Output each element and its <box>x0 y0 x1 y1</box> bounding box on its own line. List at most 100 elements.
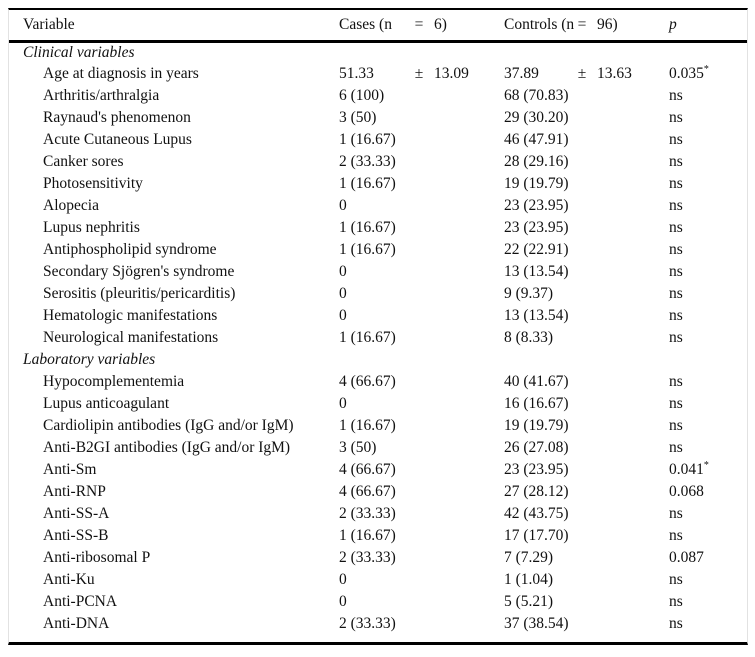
controls-sd-cell <box>597 415 669 437</box>
cases-sd-cell <box>434 547 504 569</box>
table-row: Cardiolipin antibodies (IgG and/or IgM) 1… <box>9 415 747 437</box>
variable-cell: Anti-PCNA <box>43 593 118 610</box>
p-value-cell: ns <box>669 261 747 283</box>
p-value: 0.068 <box>669 483 704 500</box>
controls-plusminus-cell <box>567 547 597 569</box>
cases-plusminus-cell <box>404 415 434 437</box>
cases-plusminus-cell <box>404 525 434 547</box>
controls-plusminus-cell <box>567 415 597 437</box>
table-row: Anti-Sm 4 (66.67) 23 (23.95) 0.041* <box>9 459 747 481</box>
variable-cell: Hematologic manifestations <box>43 307 218 324</box>
variable-cell: Anti-ribosomal P <box>43 549 151 566</box>
p-value-cell: ns <box>669 393 747 415</box>
table-row: Anti-SS-A 2 (33.33) 42 (43.75) ns <box>9 503 747 525</box>
table-row: Hypocomplementemia 4 (66.67) 40 (41.67) ns <box>9 371 747 393</box>
controls-sd-cell <box>597 613 669 635</box>
table-row: Secondary Sjögren's syndrome 0 13 (13.54) n… <box>9 261 747 283</box>
cases-sd-cell <box>434 503 504 525</box>
column-header-variable: Variable <box>23 15 75 33</box>
controls-sd-cell <box>597 217 669 239</box>
controls-value-cell: 27 (28.12) <box>504 483 569 500</box>
variable-cell: Antiphospholipid syndrome <box>43 241 217 258</box>
p-value-cell: 0.041* <box>669 459 747 481</box>
cases-plusminus-cell <box>404 217 434 239</box>
p-value-cell: ns <box>669 305 747 327</box>
table-row: Canker sores 2 (33.33) 28 (29.16) ns <box>9 151 747 173</box>
controls-plusminus-cell <box>567 459 597 481</box>
p-value-cell: ns <box>669 503 747 525</box>
cases-value-cell: 1 (16.67) <box>339 527 396 544</box>
variable-cell: Lupus anticoagulant <box>43 395 170 412</box>
cases-plusminus-cell <box>404 173 434 195</box>
table-row: Acute Cutaneous Lupus 1 (16.67) 46 (47.91)… <box>9 129 747 151</box>
column-header-controls: Controls (n <box>504 15 575 33</box>
cases-plusminus-cell <box>404 503 434 525</box>
cases-value-cell: 4 (66.67) <box>339 373 396 390</box>
cases-plusminus-cell <box>404 305 434 327</box>
p-value: ns <box>669 527 683 544</box>
column-header-p: p <box>669 15 677 33</box>
cases-plusminus-cell <box>404 459 434 481</box>
controls-value-cell: 19 (19.79) <box>504 417 569 434</box>
cases-value-cell: 4 (66.67) <box>339 461 396 478</box>
p-value-cell: ns <box>669 217 747 239</box>
section-title: Laboratory variables <box>23 351 156 368</box>
controls-value-cell: 8 (8.33) <box>504 329 554 346</box>
controls-sd-cell <box>597 85 669 107</box>
controls-value-cell: 17 (17.70) <box>504 527 569 544</box>
cases-plusminus-cell <box>404 437 434 459</box>
variable-cell: Anti-RNP <box>43 483 106 500</box>
p-value: ns <box>669 439 683 456</box>
p-value-cell: ns <box>669 371 747 393</box>
cases-plusminus-cell <box>404 261 434 283</box>
controls-value-cell: 22 (22.91) <box>504 241 569 258</box>
controls-sd-cell <box>597 503 669 525</box>
controls-sd-cell <box>597 393 669 415</box>
cases-value-cell: 3 (50) <box>339 439 377 456</box>
p-value-cell: ns <box>669 195 747 217</box>
variable-cell: Anti-SS-B <box>43 527 109 544</box>
table-row: Serositis (pleuritis/pericarditis) 0 9 (9.… <box>9 283 747 305</box>
controls-plusminus-cell <box>567 371 597 393</box>
p-value-cell: ns <box>669 569 747 591</box>
p-value-cell: ns <box>669 239 747 261</box>
p-value-cell: ns <box>669 591 747 613</box>
p-value-cell: ns <box>669 85 747 107</box>
cases-value-cell: 0 <box>339 593 347 610</box>
cases-value-cell: 3 (50) <box>339 109 377 126</box>
table-row: Photosensitivity 1 (16.67) 19 (19.79) ns <box>9 173 747 195</box>
controls-value-cell: 9 (9.37) <box>504 285 554 302</box>
cases-value-cell: 1 (16.67) <box>339 329 396 346</box>
cases-sd-cell <box>434 569 504 591</box>
cases-plusminus-cell <box>404 283 434 305</box>
controls-value-cell: 1 (1.04) <box>504 571 554 588</box>
cases-sd-cell <box>434 151 504 173</box>
p-value-cell: 0.068 <box>669 481 747 503</box>
controls-plusminus-cell <box>567 151 597 173</box>
variable-cell: Cardiolipin antibodies (IgG and/or IgM) <box>43 417 294 434</box>
variable-cell: Lupus nephritis <box>43 219 140 236</box>
table-row: Anti-ribosomal P 2 (33.33) 7 (7.29) 0.087 <box>9 547 747 569</box>
p-value: ns <box>669 175 683 192</box>
p-value: ns <box>669 219 683 236</box>
cases-value-cell: 0 <box>339 197 347 214</box>
controls-plusminus-cell <box>567 283 597 305</box>
controls-value-cell: 7 (7.29) <box>504 549 554 566</box>
controls-plusminus-cell: ± <box>577 65 587 82</box>
significance-asterisk: * <box>703 63 709 75</box>
cases-plusminus-cell <box>404 327 434 349</box>
controls-value-cell: 5 (5.21) <box>504 593 554 610</box>
controls-plusminus-cell <box>567 393 597 415</box>
cases-sd-cell <box>434 305 504 327</box>
controls-sd-cell <box>597 437 669 459</box>
cases-plusminus-cell <box>404 129 434 151</box>
cases-sd-cell <box>434 173 504 195</box>
controls-value-cell: 23 (23.95) <box>504 461 569 478</box>
cases-value-cell: 1 (16.67) <box>339 417 396 434</box>
p-value: ns <box>669 329 683 346</box>
cases-plusminus-cell <box>404 591 434 613</box>
controls-sd-cell <box>597 525 669 547</box>
controls-sd-cell <box>597 547 669 569</box>
variable-cell: Age at diagnosis in years <box>43 65 199 82</box>
column-header-controls-equals: = <box>577 15 587 33</box>
